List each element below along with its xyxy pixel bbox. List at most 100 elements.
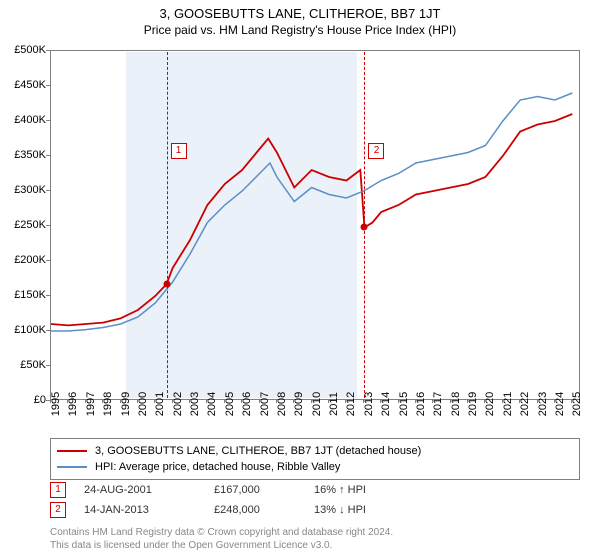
x-tick-mark [363, 399, 364, 403]
x-tick-label: 2019 [467, 392, 479, 416]
chart-lines [51, 51, 581, 401]
x-tick-label: 2013 [363, 392, 375, 416]
x-tick-label: 2022 [519, 392, 531, 416]
x-tick-mark [467, 399, 468, 403]
chart-area: 12 £0£50K£100K£150K£200K£250K£300K£350K£… [50, 50, 580, 400]
x-tick-mark [241, 399, 242, 403]
legend: 3, GOOSEBUTTS LANE, CLITHEROE, BB7 1JT (… [50, 438, 580, 480]
x-tick-mark [224, 399, 225, 403]
x-tick-mark [519, 399, 520, 403]
y-tick-label: £150K [14, 289, 46, 301]
x-tick-mark [67, 399, 68, 403]
x-tick-mark [450, 399, 451, 403]
x-tick-label: 2024 [554, 392, 566, 416]
x-tick-label: 2001 [154, 392, 166, 416]
sale-row-marker: 1 [50, 482, 66, 498]
x-tick-label: 2010 [311, 392, 323, 416]
x-tick-label: 1997 [85, 392, 97, 416]
x-tick-label: 2004 [206, 392, 218, 416]
x-tick-label: 2007 [259, 392, 271, 416]
x-tick-label: 1996 [67, 392, 79, 416]
sales-table: 124-AUG-2001£167,00016% ↑ HPI214-JAN-201… [50, 480, 414, 520]
legend-swatch [57, 450, 87, 452]
legend-label: 3, GOOSEBUTTS LANE, CLITHEROE, BB7 1JT (… [95, 445, 421, 457]
series-hpi [51, 93, 572, 331]
chart-container: 3, GOOSEBUTTS LANE, CLITHEROE, BB7 1JT P… [0, 0, 600, 560]
footer: Contains HM Land Registry data © Crown c… [50, 526, 393, 552]
x-tick-mark [120, 399, 121, 403]
x-tick-mark [571, 399, 572, 403]
x-tick-label: 2000 [137, 392, 149, 416]
x-tick-label: 2016 [415, 392, 427, 416]
x-tick-label: 1999 [120, 392, 132, 416]
x-tick-label: 2023 [537, 392, 549, 416]
sale-row: 1 24-AUG-2001£167,00016% ↑ HPI [50, 480, 414, 500]
y-tick-label: £250K [14, 219, 46, 231]
x-tick-label: 1995 [50, 392, 62, 416]
y-tick-label: £400K [14, 114, 46, 126]
x-tick-mark [345, 399, 346, 403]
footer-line-2: This data is licensed under the Open Gov… [50, 539, 393, 552]
sale-marker-line [167, 52, 168, 398]
x-tick-label: 2005 [224, 392, 236, 416]
x-tick-label: 2012 [345, 392, 357, 416]
x-tick-label: 2003 [189, 392, 201, 416]
x-tick-label: 1998 [102, 392, 114, 416]
x-tick-mark [154, 399, 155, 403]
plot-region: 12 [50, 50, 580, 400]
x-tick-mark [502, 399, 503, 403]
sale-diff: 13% ↓ HPI [314, 504, 414, 516]
x-tick-mark [432, 399, 433, 403]
footer-line-1: Contains HM Land Registry data © Crown c… [50, 526, 393, 539]
y-tick-mark [46, 85, 50, 86]
sale-price: £167,000 [214, 484, 314, 496]
x-tick-label: 2015 [398, 392, 410, 416]
y-tick-mark [46, 190, 50, 191]
legend-row: HPI: Average price, detached house, Ribb… [57, 459, 573, 475]
sale-date: 24-AUG-2001 [84, 484, 214, 496]
x-tick-mark [259, 399, 260, 403]
y-tick-label: £50K [20, 359, 46, 371]
sale-marker-box: 1 [171, 143, 187, 159]
x-tick-mark [398, 399, 399, 403]
y-tick-mark [46, 120, 50, 121]
sale-diff: 16% ↑ HPI [314, 484, 414, 496]
x-tick-mark [85, 399, 86, 403]
legend-swatch [57, 466, 87, 468]
y-tick-label: £300K [14, 184, 46, 196]
sale-marker-box: 2 [368, 143, 384, 159]
y-tick-mark [46, 295, 50, 296]
x-tick-label: 2017 [432, 392, 444, 416]
y-tick-label: £500K [14, 44, 46, 56]
x-tick-label: 2021 [502, 392, 514, 416]
x-tick-mark [311, 399, 312, 403]
y-tick-label: £350K [14, 149, 46, 161]
x-tick-label: 2014 [380, 392, 392, 416]
legend-label: HPI: Average price, detached house, Ribb… [95, 461, 340, 473]
sale-date: 14-JAN-2013 [84, 504, 214, 516]
x-tick-label: 2002 [172, 392, 184, 416]
x-tick-mark [328, 399, 329, 403]
y-tick-label: £200K [14, 254, 46, 266]
x-tick-label: 2020 [484, 392, 496, 416]
x-tick-label: 2011 [328, 392, 340, 416]
x-tick-mark [276, 399, 277, 403]
sale-point [163, 281, 170, 288]
y-tick-label: £450K [14, 79, 46, 91]
x-tick-mark [50, 399, 51, 403]
x-tick-mark [537, 399, 538, 403]
x-tick-mark [172, 399, 173, 403]
x-tick-label: 2008 [276, 392, 288, 416]
y-tick-mark [46, 260, 50, 261]
y-tick-label: £100K [14, 324, 46, 336]
y-tick-mark [46, 225, 50, 226]
x-tick-label: 2018 [450, 392, 462, 416]
x-tick-mark [380, 399, 381, 403]
x-tick-mark [206, 399, 207, 403]
chart-title: 3, GOOSEBUTTS LANE, CLITHEROE, BB7 1JT [0, 0, 600, 21]
legend-row: 3, GOOSEBUTTS LANE, CLITHEROE, BB7 1JT (… [57, 443, 573, 459]
x-tick-mark [137, 399, 138, 403]
y-tick-mark [46, 155, 50, 156]
x-tick-label: 2025 [571, 392, 583, 416]
x-tick-mark [554, 399, 555, 403]
